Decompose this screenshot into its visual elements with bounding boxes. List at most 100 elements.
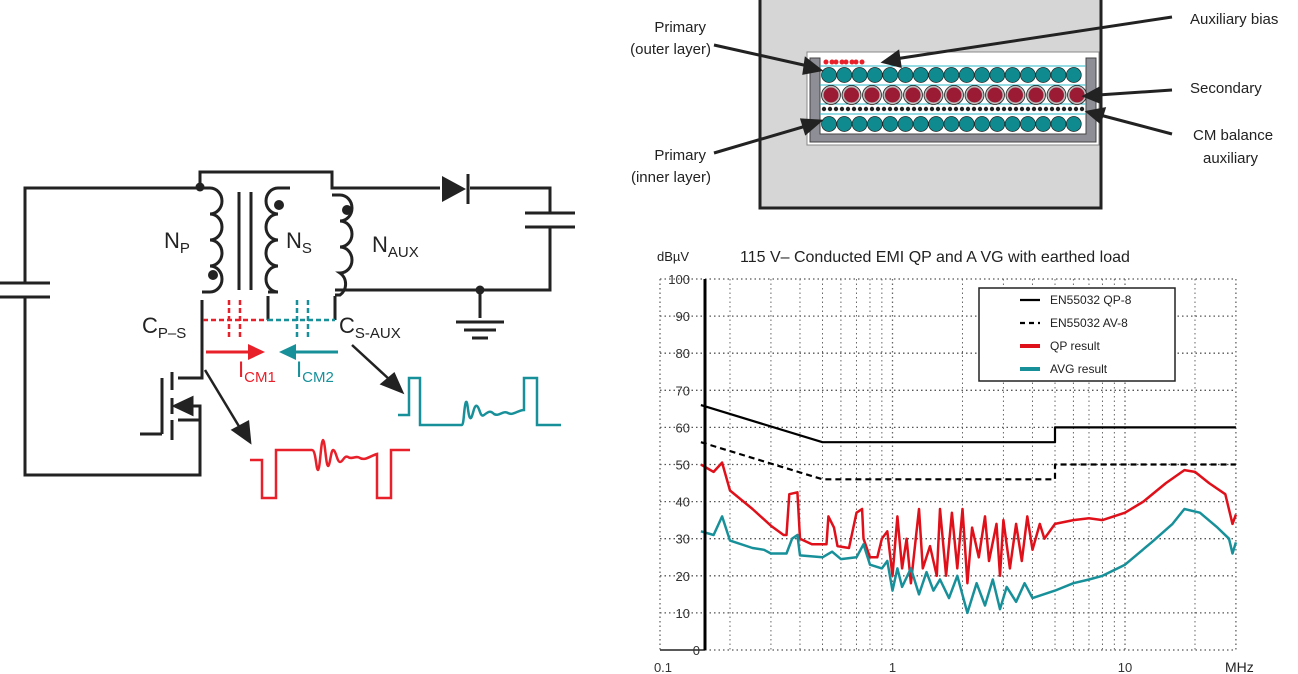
secondary-wire xyxy=(1067,85,1087,105)
output-capacitor xyxy=(525,211,575,229)
primary-outer-wire xyxy=(836,67,853,83)
cm-balance-wire xyxy=(953,106,959,112)
cm-balance-wire xyxy=(959,106,965,112)
aux-bias-label: Auxiliary bias xyxy=(1190,11,1278,28)
cm-balance-wire xyxy=(869,106,875,112)
ground-symbol xyxy=(456,320,504,340)
flyback-circuit-diagram: NP NS NAUX CP–S CS-AUX ICM1 ICM2 xyxy=(0,170,575,500)
cm-balance-wire xyxy=(887,106,893,112)
diode xyxy=(442,174,470,204)
series-en55032-qp-8 xyxy=(700,404,1236,444)
primary-outer-wire xyxy=(989,67,1006,83)
cps-label: CP–S xyxy=(142,313,186,342)
primary-outer-label: Primary (outer layer) xyxy=(630,19,711,58)
primary-outer-wire xyxy=(882,67,899,83)
cm-balance-wire xyxy=(917,106,923,112)
primary-inner-wire xyxy=(912,116,929,132)
secondary-wire-core xyxy=(885,87,900,103)
primary-inner-wire xyxy=(836,116,853,132)
cm-balance-wire xyxy=(1049,106,1055,112)
aux-bias-wire xyxy=(833,59,839,65)
cm-balance-wire xyxy=(1043,106,1049,112)
primary-inner-wire xyxy=(1065,116,1082,132)
input-capacitor xyxy=(0,281,50,299)
junction-dot xyxy=(475,285,485,295)
cm-balance-wire xyxy=(983,106,989,112)
secondary-wire-core xyxy=(864,87,880,103)
transformer-core xyxy=(237,192,253,290)
secondary-wire xyxy=(1026,85,1046,105)
secondary-wire xyxy=(903,85,923,105)
aux-bias-wire xyxy=(823,59,829,65)
pointer-arrows xyxy=(203,344,405,445)
secondary-wire xyxy=(964,85,985,105)
bobbin xyxy=(809,57,1097,143)
primary-inner-wire xyxy=(989,116,1006,132)
x-tick-label: 1 xyxy=(889,660,896,674)
polarity-dot xyxy=(208,270,218,280)
primary-outer-wire xyxy=(851,67,868,83)
primary-inner-wire xyxy=(1050,116,1067,132)
cm-balance-wire xyxy=(1067,106,1073,112)
secondary-wire-core xyxy=(1069,87,1085,103)
polarity-dot xyxy=(274,200,284,210)
secondary-wire-core xyxy=(926,87,941,103)
core-window xyxy=(758,0,1103,210)
cm-balance-wire xyxy=(989,106,995,112)
secondary-wire-core xyxy=(823,87,839,103)
secondary-wire-core xyxy=(967,87,982,103)
secondary-wire xyxy=(862,85,882,105)
x-tick-label: 10 xyxy=(1118,660,1132,674)
cm-balance-wire xyxy=(893,106,899,112)
chart-title: 115 V– Conducted EMI QP and A VG with ea… xyxy=(740,249,1130,266)
primary-outer-wire xyxy=(974,67,990,83)
icm1-label: ICM1 xyxy=(238,357,276,386)
cm-balance-wire xyxy=(1037,106,1043,112)
cm2-waveform xyxy=(398,376,561,427)
legend-label: QP result xyxy=(1050,339,1100,353)
winding-wires xyxy=(820,59,1087,132)
aux-bias-wire xyxy=(843,59,849,65)
primary-inner-wire xyxy=(821,116,837,132)
icm2-label: ICM2 xyxy=(296,357,334,386)
y-tick-label: 50 xyxy=(676,458,690,473)
naux-label: NAUX xyxy=(372,232,419,261)
series-qp-result xyxy=(700,461,1238,585)
primary-outer-wire xyxy=(821,67,837,83)
cm-balance-wire xyxy=(857,106,863,112)
aux-bias-wire xyxy=(859,59,865,65)
secondary-wire-core xyxy=(844,87,859,103)
y-tick-label: 10 xyxy=(676,606,690,621)
primary-inner-label: Primary (inner layer) xyxy=(631,147,711,186)
y-tick-label: 40 xyxy=(676,495,690,510)
legend-label: EN55032 QP-8 xyxy=(1050,293,1132,307)
aux-bias-wire xyxy=(853,59,859,65)
primary-inner-wire xyxy=(882,116,899,132)
legend-label: AVG result xyxy=(1050,362,1108,376)
icm1-arrow xyxy=(206,344,265,360)
secondary-wire-core xyxy=(905,87,921,103)
secondary-wire xyxy=(923,85,944,105)
secondary-wire-core xyxy=(946,87,962,103)
secondary-wire-core xyxy=(987,87,1003,103)
bobbin-area xyxy=(806,51,1100,146)
primary-outer-wire xyxy=(912,67,929,83)
winding-pointer-arrows xyxy=(713,15,1173,155)
np-label: NP xyxy=(164,228,190,257)
primary-inner-wire xyxy=(974,116,990,132)
cm1-waveform xyxy=(250,438,410,500)
y-tick-label: 60 xyxy=(676,420,690,435)
cm-balance-wire xyxy=(929,106,935,112)
aux-bias-wire xyxy=(849,59,855,65)
chart-tick-labels: 0 10 20 30 40 50 60 70 80 90 100 0.1 1 10 xyxy=(654,272,1132,674)
cm-balance-wire xyxy=(995,106,1001,112)
cm-balance-wire xyxy=(977,106,983,112)
csaux-parasitic-capacitor xyxy=(268,300,335,340)
cm-balance-wire xyxy=(881,106,887,112)
legend-label: EN55032 AV-8 xyxy=(1050,316,1128,330)
cm-balance-wire xyxy=(1073,106,1079,112)
legend-box xyxy=(978,287,1176,382)
cm-balance-wire xyxy=(839,106,845,112)
cm-balance-wire xyxy=(1079,106,1085,112)
chart-grid xyxy=(659,278,1237,651)
